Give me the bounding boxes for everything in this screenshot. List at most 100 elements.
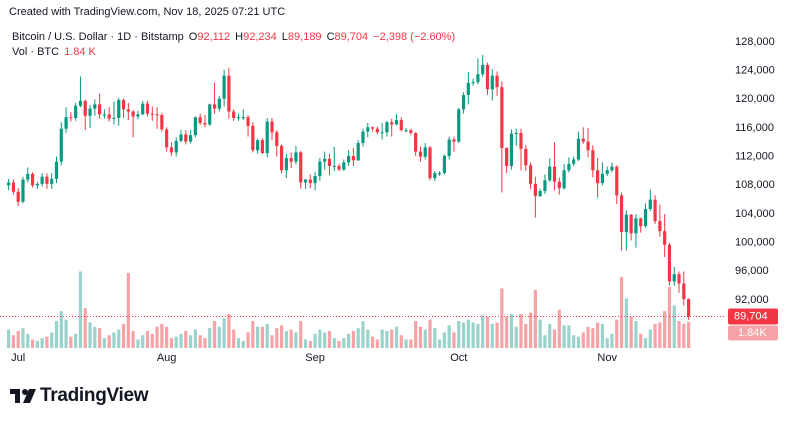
volume-bar: [308, 340, 312, 348]
candle-body: [552, 166, 557, 182]
volume-bar: [11, 335, 16, 348]
volume-bar: [452, 332, 456, 348]
candle-body: [533, 183, 537, 197]
x-tick-label: Aug: [157, 352, 177, 364]
candle-body: [78, 100, 83, 106]
candle-body: [256, 140, 260, 151]
volume-bar: [495, 322, 499, 348]
volume-bar: [634, 321, 638, 348]
candle-body: [64, 117, 68, 129]
volume-bar: [303, 339, 308, 348]
volume-bar: [581, 332, 585, 348]
candle-body: [366, 127, 370, 132]
volume-bar: [342, 338, 346, 348]
candle-body: [567, 163, 571, 171]
ohlc-item: C89,704: [327, 31, 369, 43]
y-tick-label: 108,000: [735, 179, 775, 191]
candle-body: [658, 221, 662, 232]
volume-bar: [519, 313, 523, 348]
volume-bar: [390, 329, 394, 348]
volume-bar: [179, 333, 183, 348]
volume-bar: [505, 316, 509, 348]
volume-bar: [188, 335, 193, 348]
candle-body: [141, 103, 145, 115]
candle-body: [69, 117, 73, 119]
volume-bar: [433, 328, 437, 348]
volume-name: Vol · BTC: [12, 46, 60, 58]
candle-body: [337, 165, 341, 170]
volume-bar: [150, 333, 154, 348]
candle-body: [83, 100, 87, 116]
volume-bar: [332, 338, 336, 348]
y-tick-label: 100,000: [735, 237, 775, 249]
volume-bar: [624, 298, 628, 348]
candle-body: [380, 132, 384, 134]
volume-bar: [596, 322, 600, 348]
volume-bar: [236, 338, 241, 348]
candle-body: [548, 166, 552, 181]
volume-bar: [270, 335, 274, 348]
volume-bar: [313, 333, 317, 348]
volume-bar: [45, 336, 49, 348]
candle-body: [648, 199, 652, 209]
candle-body: [447, 139, 451, 156]
candle-body: [289, 158, 293, 162]
candle-body: [227, 75, 231, 112]
candle-body: [188, 135, 193, 142]
volume-bar: [572, 335, 576, 348]
ohlc-key: C: [326, 31, 335, 43]
candle-body: [433, 173, 437, 179]
volume-bar: [461, 322, 466, 348]
volume-bar: [524, 323, 528, 348]
volume-bar: [639, 333, 643, 348]
volume-bar: [370, 336, 375, 348]
volume-bar: [485, 316, 490, 348]
candle-body: [313, 176, 317, 184]
symbol-title: Bitcoin / U.S. Dollar · 1D · Bitstamp: [12, 31, 184, 43]
volume-bar: [174, 336, 178, 348]
volume-bar: [643, 338, 648, 348]
ohlc-item: L89,189: [282, 31, 322, 43]
volume-bar: [351, 330, 356, 348]
volume-bar: [193, 329, 197, 348]
y-tick-label: 120,000: [735, 93, 775, 105]
volume-bar: [69, 336, 73, 348]
volume-bar: [7, 329, 11, 348]
volume-bar: [241, 340, 245, 348]
volume-bar: [59, 311, 63, 348]
candle-body: [361, 131, 365, 144]
candle-body: [677, 274, 681, 284]
volume-bar: [227, 313, 231, 348]
candle-body: [212, 104, 217, 109]
y-tick-label: 92,000: [735, 294, 769, 306]
volume-bar: [217, 326, 221, 348]
candle-body: [303, 179, 308, 183]
candle-body: [30, 173, 35, 186]
volume-bar: [557, 309, 561, 348]
volume-bar: [279, 325, 284, 348]
volume-bar: [246, 332, 250, 348]
ohlc-value: 89,704: [334, 31, 369, 43]
volume-bar: [447, 325, 451, 348]
volume-bar: [78, 271, 83, 348]
candle-body: [538, 191, 542, 197]
candle-body: [629, 214, 633, 234]
candle-body: [323, 158, 327, 162]
candle-body: [605, 170, 609, 174]
volume-bar: [93, 326, 97, 348]
volume-bar: [347, 333, 351, 348]
volume-bar: [418, 326, 423, 348]
candle-body: [572, 159, 576, 164]
volume-bar: [284, 330, 288, 348]
candle-body: [160, 115, 164, 130]
candle-body: [356, 143, 360, 161]
y-tick-label: 116,000: [735, 122, 774, 134]
candle-body: [687, 299, 691, 317]
candle-body: [485, 64, 490, 90]
x-tick-label: Jul: [11, 352, 25, 364]
volume-bar: [591, 328, 595, 348]
ohlc-value: 89,189: [287, 31, 322, 43]
volume-bar: [256, 326, 260, 348]
volume-bar: [509, 313, 514, 348]
x-tick-label: Oct: [450, 352, 467, 364]
